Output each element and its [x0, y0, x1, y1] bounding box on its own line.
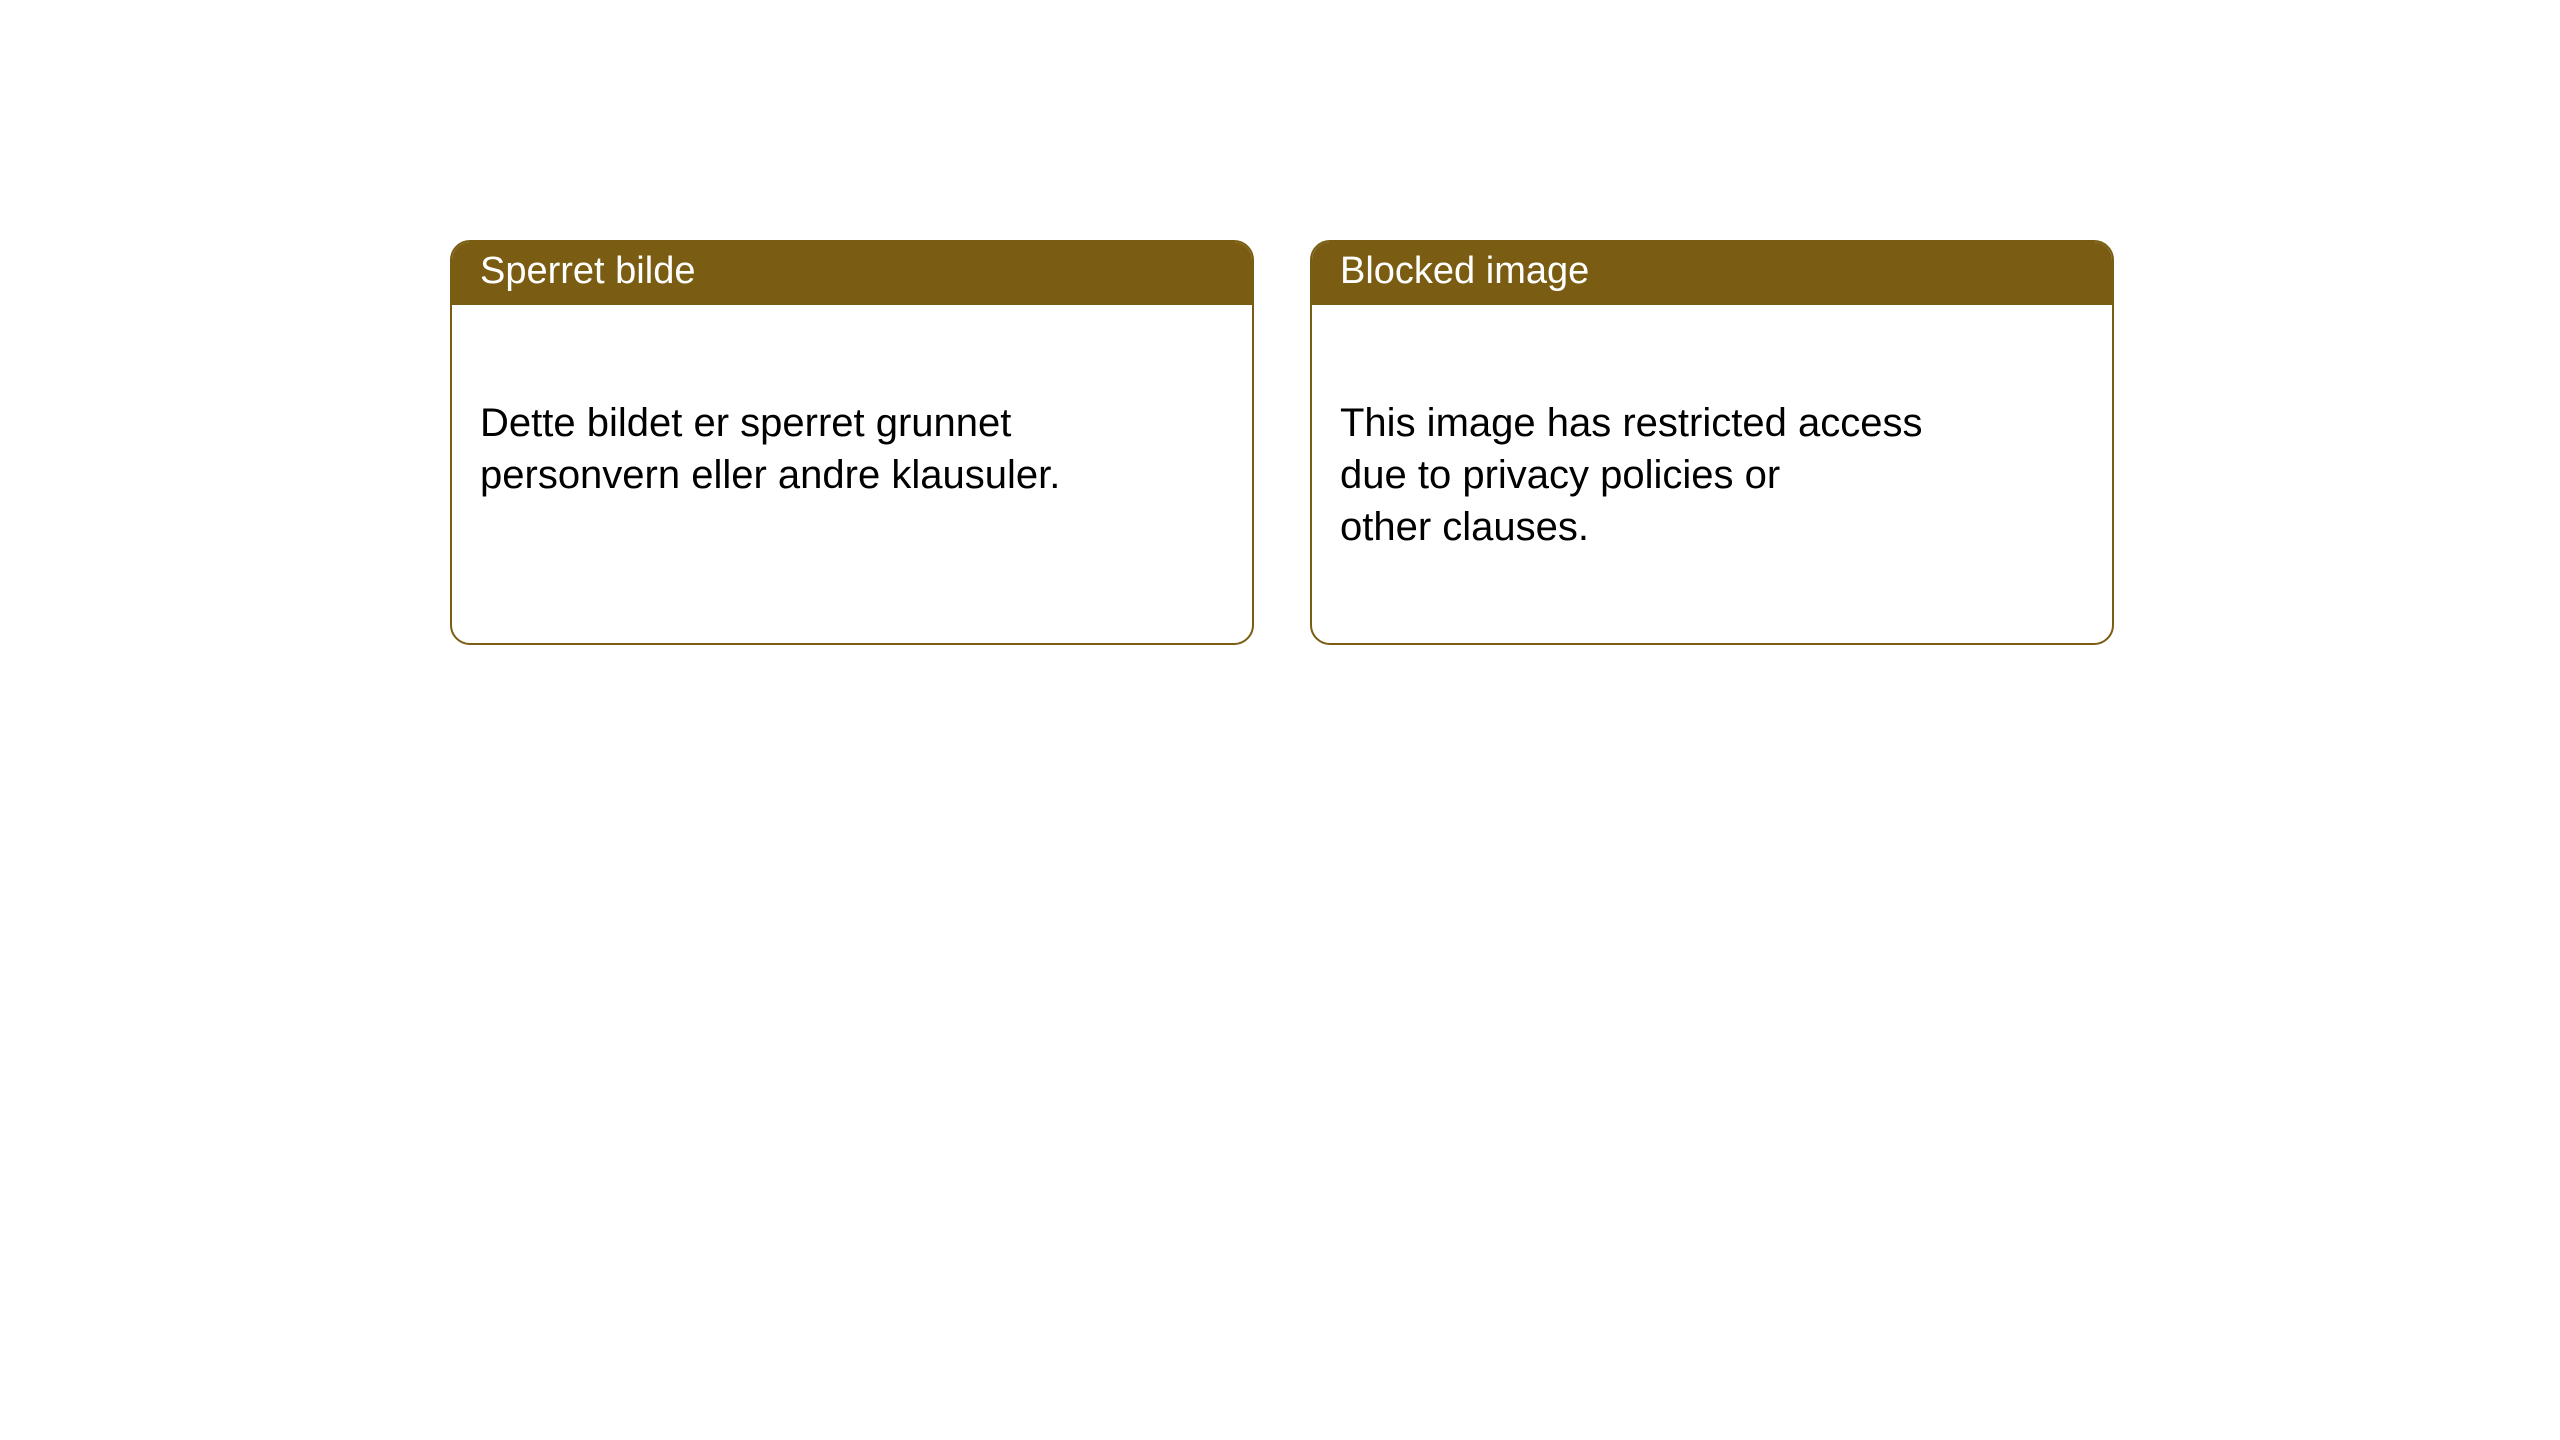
notice-card-norwegian: Sperret bilde Dette bildet er sperret gr…	[450, 240, 1254, 645]
notice-title: Sperret bilde	[480, 250, 695, 292]
notice-header: Sperret bilde	[452, 242, 1252, 305]
notice-text: Dette bildet er sperret grunnet personve…	[480, 401, 1060, 497]
notice-card-english: Blocked image This image has restricted …	[1310, 240, 2114, 645]
notice-body: This image has restricted access due to …	[1312, 305, 2112, 643]
notice-container: Sperret bilde Dette bildet er sperret gr…	[0, 0, 2560, 645]
notice-text: This image has restricted access due to …	[1340, 401, 1922, 549]
notice-body: Dette bildet er sperret grunnet personve…	[452, 305, 1252, 591]
notice-header: Blocked image	[1312, 242, 2112, 305]
notice-title: Blocked image	[1340, 250, 1589, 292]
